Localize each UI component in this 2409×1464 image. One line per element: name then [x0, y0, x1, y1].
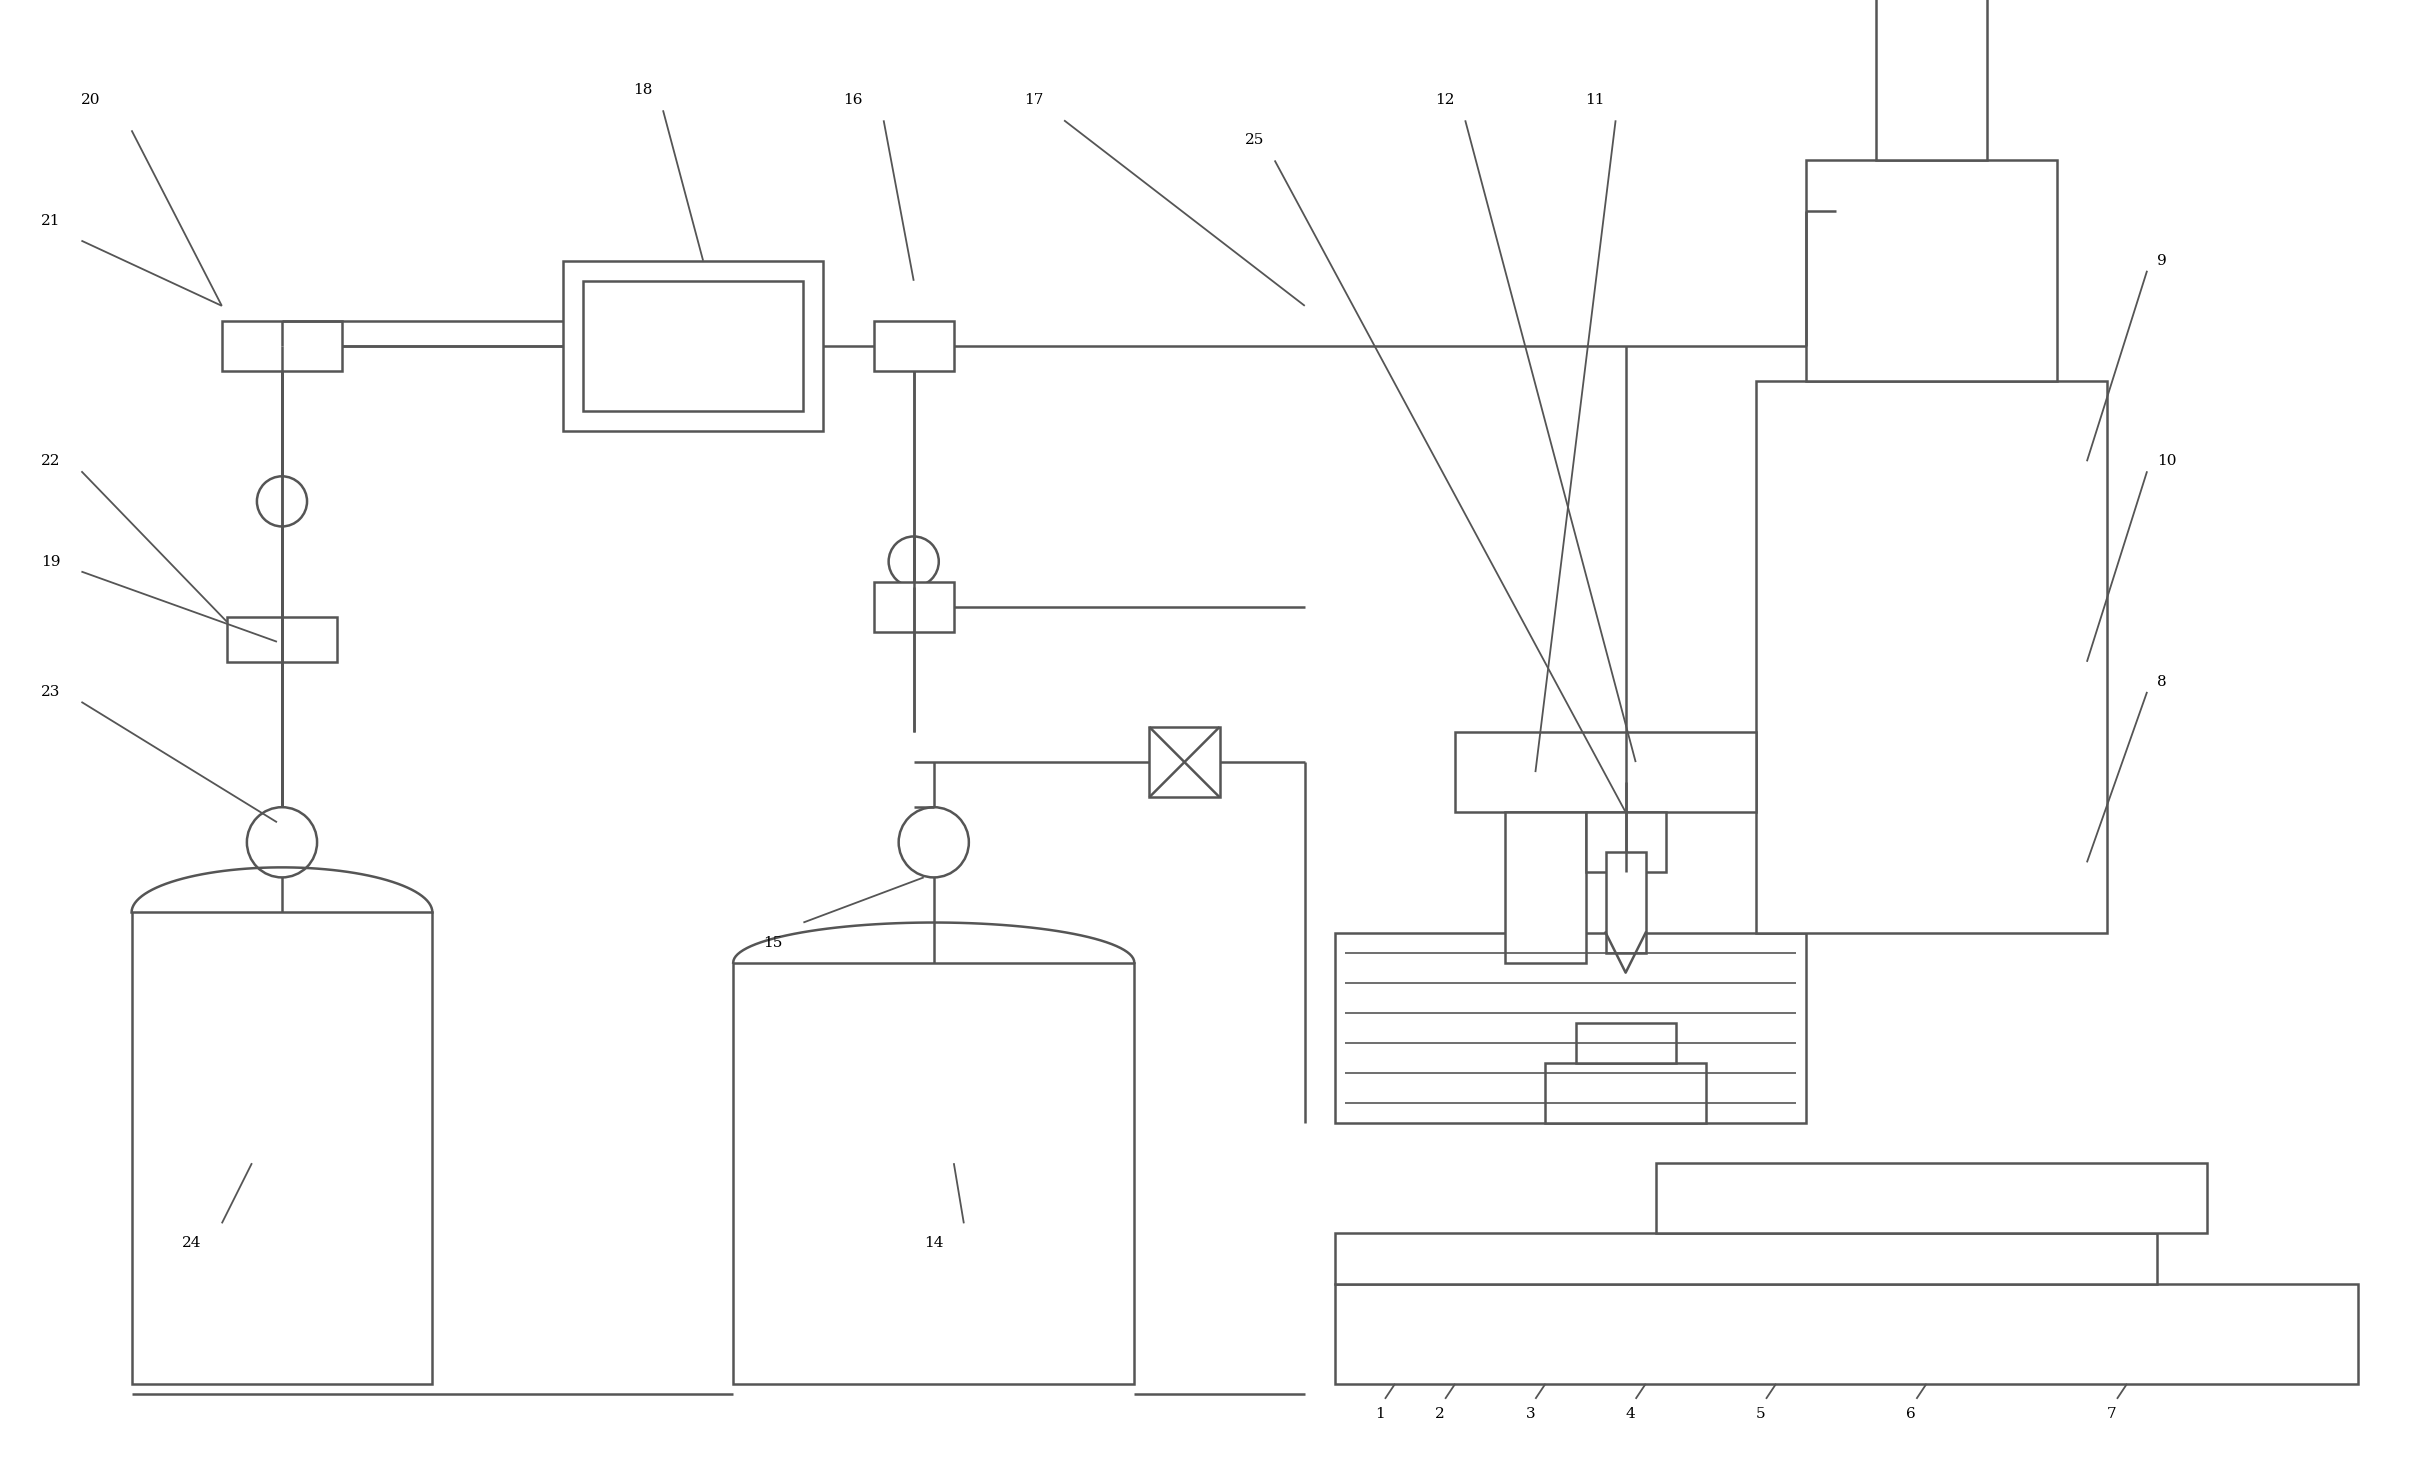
Text: 16: 16 — [843, 94, 862, 107]
Bar — [874, 581, 954, 632]
Bar — [874, 321, 954, 370]
Bar — [222, 321, 342, 370]
Text: 4: 4 — [1626, 1407, 1636, 1422]
Bar — [1575, 1023, 1677, 1063]
Text: 6: 6 — [1906, 1407, 1915, 1422]
Text: 1: 1 — [1376, 1407, 1385, 1422]
Text: 3: 3 — [1525, 1407, 1535, 1422]
Bar — [1335, 933, 1807, 1123]
Text: 14: 14 — [923, 1237, 944, 1250]
Text: 9: 9 — [2156, 253, 2166, 268]
Text: 25: 25 — [1245, 133, 1265, 148]
Bar — [132, 912, 431, 1383]
Bar — [226, 616, 282, 662]
Text: 12: 12 — [1436, 94, 1455, 107]
Text: 24: 24 — [181, 1237, 202, 1250]
Bar — [1877, 0, 1987, 161]
Bar — [1506, 813, 1585, 963]
Text: 5: 5 — [1756, 1407, 1766, 1422]
Bar — [282, 616, 337, 662]
Bar — [1149, 728, 1219, 798]
Bar — [583, 281, 805, 411]
Text: 11: 11 — [1585, 94, 1604, 107]
Bar — [1547, 1063, 1706, 1123]
Bar — [1807, 161, 2057, 381]
Text: 7: 7 — [2108, 1407, 2118, 1422]
Text: 2: 2 — [1436, 1407, 1445, 1422]
Text: 21: 21 — [41, 214, 60, 227]
Bar — [1455, 732, 1756, 813]
Text: 8: 8 — [2156, 675, 2166, 690]
Bar — [1604, 852, 1645, 953]
Bar — [1585, 813, 1665, 873]
Text: 10: 10 — [2156, 454, 2178, 468]
Bar — [1335, 1233, 2156, 1284]
Bar — [732, 963, 1135, 1383]
Bar — [564, 261, 824, 432]
Text: 20: 20 — [82, 94, 101, 107]
Text: 18: 18 — [634, 83, 653, 97]
Text: 17: 17 — [1024, 94, 1043, 107]
Bar — [1756, 381, 2108, 933]
Text: 22: 22 — [41, 454, 60, 468]
Text: 15: 15 — [764, 935, 783, 950]
Text: 19: 19 — [41, 555, 60, 568]
Text: 23: 23 — [41, 685, 60, 698]
Bar — [1655, 1164, 2207, 1233]
Bar — [1335, 1284, 2358, 1383]
